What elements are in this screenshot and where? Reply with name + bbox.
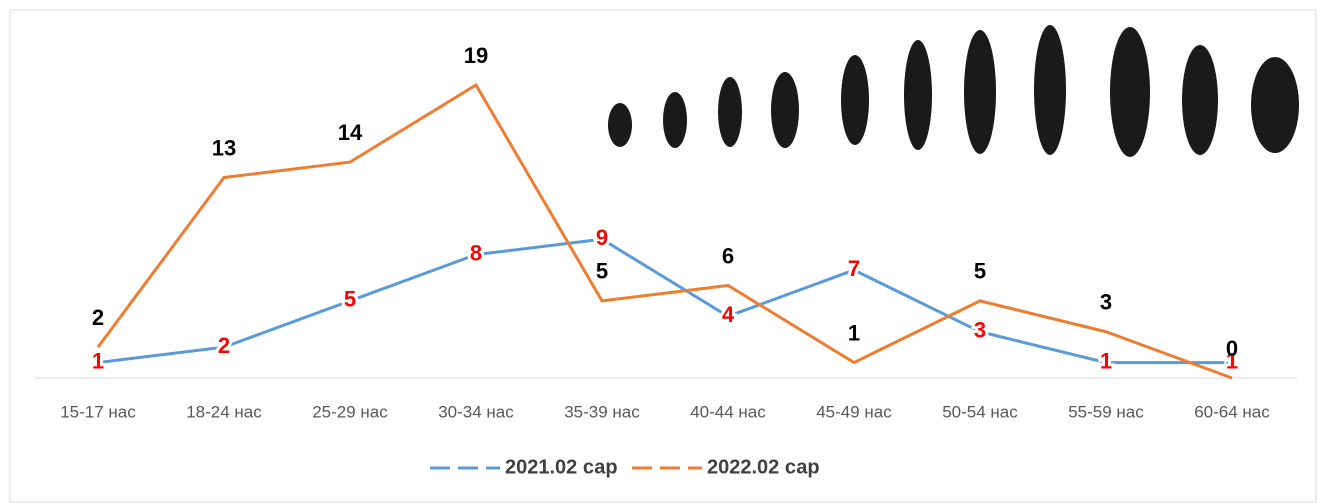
x-tick-label: 40-44 нас <box>690 402 766 421</box>
x-tick-label: 50-54 нас <box>942 402 1018 421</box>
x-tick-label: 25-29 нас <box>312 402 388 421</box>
data-label: 0 <box>1226 336 1238 361</box>
data-label: 5 <box>344 287 356 312</box>
series-line <box>98 239 1232 362</box>
data-label: 13 <box>212 135 236 160</box>
data-label: 19 <box>464 43 488 68</box>
x-tick-label: 60-64 нас <box>1194 402 1270 421</box>
data-label: 5 <box>974 259 986 284</box>
data-label: 1 <box>1100 348 1112 373</box>
data-label: 2 <box>218 333 230 358</box>
data-label: 5 <box>596 259 608 284</box>
chart: 15-17 нас 18-24 нас 25-29 нас 30-34 нас 35-3… <box>0 0 1317 503</box>
legend-label: 2022.02 сар <box>707 456 820 478</box>
x-tick-label: 15-17 нас <box>60 402 136 421</box>
decoration-silhouettes <box>608 25 1299 157</box>
data-label: 6 <box>722 243 734 268</box>
x-tick-label: 35-39 нас <box>564 402 640 421</box>
data-label: 3 <box>1100 290 1112 315</box>
x-tick-label: 45-49 нас <box>816 402 892 421</box>
data-label: 4 <box>722 302 735 327</box>
data-label: 8 <box>470 240 482 265</box>
data-label: 3 <box>974 318 986 343</box>
data-label: 1 <box>92 348 104 373</box>
data-label: 1 <box>848 320 860 345</box>
x-tick-label: 18-24 нас <box>186 402 262 421</box>
data-label: 9 <box>596 225 608 250</box>
x-tick-label: 55-59 нас <box>1068 402 1144 421</box>
data-label: 14 <box>338 120 363 145</box>
page: {"chart_data": {"type": "line", "categor… <box>0 0 1317 503</box>
legend-label: 2021.02 сар <box>505 456 618 478</box>
data-label: 2 <box>92 305 104 330</box>
x-tick-label: 30-34 нас <box>438 402 514 421</box>
data-label: 7 <box>848 256 860 281</box>
